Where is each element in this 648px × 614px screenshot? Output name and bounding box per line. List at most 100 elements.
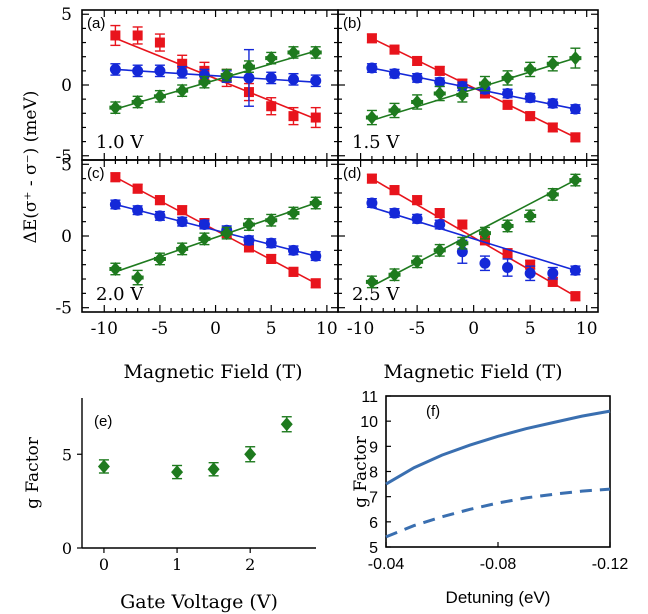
voltage-annotation: 1.5 V	[352, 132, 400, 153]
data-point-blue	[569, 264, 581, 276]
data-point-red	[177, 205, 188, 216]
x-axis-label-left: Magnetic Field (T)	[123, 361, 302, 383]
voltage-annotation: 1.0 V	[96, 132, 144, 153]
data-point-blue	[265, 72, 277, 84]
data-point-green-bar	[265, 218, 278, 223]
data-point-red	[389, 185, 400, 196]
data-point-red	[310, 278, 321, 289]
data-point-blue	[366, 197, 378, 209]
data-point-green-bar	[365, 115, 378, 120]
data-point-blue	[198, 69, 210, 81]
data-point-green	[244, 447, 257, 462]
data-point-green-bar	[456, 92, 469, 97]
panel-e: 0 1 2 0 5 (e) g Factor Gate Voltage (V)	[23, 398, 316, 613]
data-point-blue	[569, 103, 581, 115]
data-point-blue	[310, 75, 322, 87]
x-tick-label: 10	[316, 319, 338, 339]
data-point-blue	[154, 210, 166, 222]
y-tick-label: 9	[369, 439, 378, 456]
data-point-green-bar	[478, 231, 491, 236]
data-point-blue	[524, 267, 536, 279]
shared-y-axis-label: ΔE(σ⁺ - σ⁻) (meV)	[21, 91, 41, 244]
data-point-blue	[547, 267, 559, 279]
fit-line-red	[115, 37, 317, 120]
data-point-green-bar	[524, 213, 537, 218]
data-point-green-bar	[478, 81, 491, 86]
data-point-blue	[109, 63, 121, 75]
y-tick-label: -5	[55, 147, 72, 167]
data-point-green-bar	[198, 236, 211, 241]
data-point-blue	[176, 216, 188, 228]
data-point-green	[97, 459, 110, 474]
data-point-green-bar	[109, 105, 122, 110]
fit-line-blue	[371, 206, 576, 272]
data-point-red	[266, 253, 277, 264]
data-point-green-bar	[287, 211, 300, 216]
panel-tag: (e)	[94, 413, 112, 430]
data-point-blue	[132, 204, 144, 216]
y-tick-label: 5	[61, 5, 72, 25]
data-point-green-bar	[569, 178, 582, 183]
panel-tag: (c)	[87, 165, 105, 182]
data-point-green-bar	[176, 246, 189, 251]
data-point-red	[177, 58, 188, 69]
data-point-blue	[434, 76, 446, 88]
panel-tag: (d)	[343, 165, 361, 182]
data-point-green-bar	[242, 64, 255, 69]
x-tick-label: 5	[266, 319, 277, 339]
data-point-blue	[547, 97, 559, 109]
data-point-blue	[287, 73, 299, 85]
data-point-blue	[366, 62, 378, 74]
x-tick-label: -5	[409, 319, 426, 339]
curve-solid	[385, 409, 611, 486]
y-tick-label: -5	[55, 299, 72, 319]
panel-c: 5 0 -5 -10 -5 0 5 10 (c) 2.0 V	[55, 155, 339, 339]
fit-line-green	[371, 57, 576, 122]
panel-f: -0.04 -0.08 -0.12 11 10 9 8 7 6 5 (f) g Factor Detun…	[351, 389, 628, 607]
data-point-red	[132, 183, 143, 194]
data-point-red	[132, 30, 143, 41]
data-point-green-bar	[411, 99, 424, 104]
data-point-blue	[243, 234, 255, 246]
data-point-green-bar	[433, 91, 446, 96]
x-tick-label: -0.08	[480, 556, 517, 573]
x-tick-label: 2	[245, 555, 255, 574]
data-point-blue	[502, 87, 514, 99]
data-point-red	[154, 37, 165, 48]
data-point-red	[412, 55, 423, 66]
fit-line-green	[115, 50, 316, 110]
y-tick-label: 10	[360, 414, 378, 431]
y-tick-label: 5	[62, 445, 72, 464]
voltage-annotation: 2.5 V	[352, 284, 400, 305]
data-point-blue	[310, 250, 322, 262]
data-point-blue	[389, 207, 401, 219]
data-point-green-bar	[220, 73, 233, 78]
data-point-red	[502, 248, 513, 259]
data-point-red	[502, 99, 513, 110]
data-point-red	[366, 173, 377, 184]
data-point-blue	[243, 72, 255, 84]
data-point-red	[266, 101, 277, 112]
x-axis-label-right: Magnetic Field (T)	[383, 361, 562, 383]
x-tick-label: -0.04	[368, 556, 405, 573]
x-tick-label: 5	[525, 319, 536, 339]
data-point-green-bar	[198, 80, 211, 85]
x-tick-label: -5	[152, 319, 169, 339]
y-tick-label: 8	[369, 465, 378, 482]
data-point-red	[243, 242, 254, 253]
data-point-green-bar	[265, 56, 278, 61]
panel-a: 5 0 -5 (a) 1.0 V	[55, 5, 339, 167]
y-tick-label: 5	[61, 155, 72, 175]
data-point-green	[280, 417, 293, 432]
data-point-blue	[198, 219, 210, 231]
data-point-green-bar	[456, 241, 469, 246]
data-point-green	[171, 465, 184, 480]
data-point-blue	[456, 80, 468, 92]
data-point-green-bar	[365, 279, 378, 284]
data-point-red	[110, 30, 121, 41]
data-point-green-bar	[242, 222, 255, 227]
data-point-blue	[524, 92, 536, 104]
voltage-annotation: 2.0 V	[96, 284, 144, 305]
data-point-red	[547, 122, 558, 133]
